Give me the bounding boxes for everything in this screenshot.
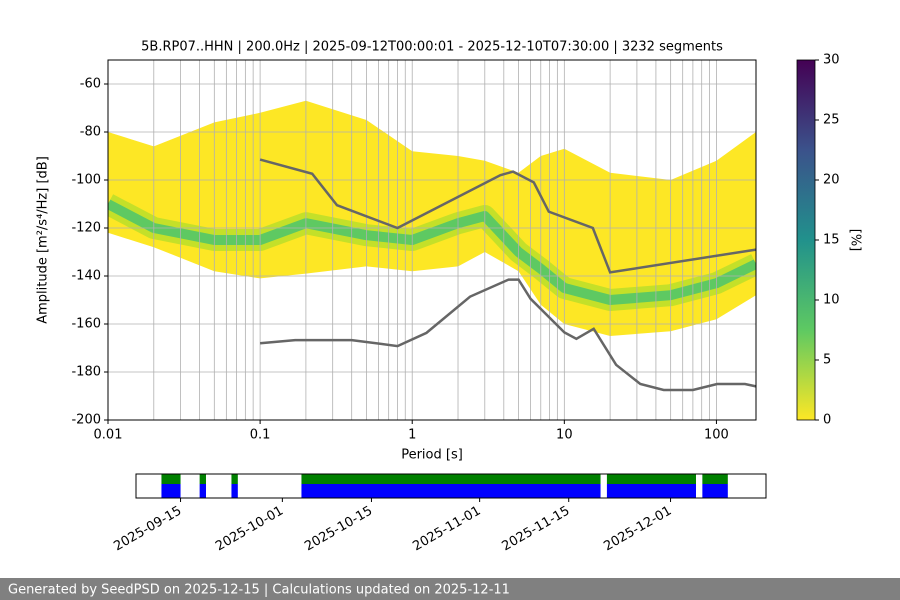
coverage-bar bbox=[199, 474, 206, 484]
coverage-bar bbox=[702, 474, 728, 484]
colorbar-tick-label: 25 bbox=[823, 113, 840, 128]
y-tick-label: -120 bbox=[71, 221, 101, 236]
y-tick-label: -180 bbox=[71, 365, 101, 380]
y-tick-label: -160 bbox=[71, 317, 101, 332]
coverage-bar bbox=[161, 474, 181, 484]
data-bar bbox=[231, 484, 238, 498]
x-tick-label: 2025-11-01 bbox=[410, 504, 483, 555]
density-mode bbox=[108, 199, 756, 305]
coverage-bar bbox=[231, 474, 238, 484]
data-bar bbox=[606, 484, 696, 498]
colorbar-tick-label: 0 bbox=[823, 413, 831, 428]
data-bar bbox=[199, 484, 206, 498]
x-tick-label: 0.01 bbox=[94, 428, 123, 443]
colorbar-label: [%] bbox=[848, 229, 863, 252]
data-bar bbox=[702, 484, 728, 498]
data-bar bbox=[161, 484, 181, 498]
x-tick-label: 2025-09-15 bbox=[111, 504, 184, 555]
model-line bbox=[259, 158, 757, 274]
x-tick-label: 2025-12-01 bbox=[601, 504, 674, 555]
footer-text: Generated by SeedPSD on 2025-12-15 | Cal… bbox=[8, 583, 510, 598]
colorbar-tick-label: 20 bbox=[823, 173, 840, 188]
colorbar-tick-label: 10 bbox=[823, 293, 840, 308]
colorbar bbox=[796, 59, 816, 421]
coverage-bar bbox=[301, 474, 601, 484]
x-tick-label: 2025-11-15 bbox=[500, 504, 573, 555]
colorbar-tick-label: 5 bbox=[823, 353, 831, 368]
y-axis-label: Amplitude [m²/s⁴/Hz] [dB] bbox=[36, 156, 51, 324]
coverage-bar bbox=[606, 474, 696, 484]
x-tick-label: 0.1 bbox=[250, 428, 271, 443]
x-tick-label: 10 bbox=[556, 428, 573, 443]
y-tick-label: -80 bbox=[80, 125, 101, 140]
x-tick-label: 100 bbox=[704, 428, 729, 443]
colorbar-tick-label: 30 bbox=[823, 53, 840, 68]
y-tick-label: -60 bbox=[80, 77, 101, 92]
y-tick-label: -140 bbox=[71, 269, 101, 284]
y-tick-label: -100 bbox=[71, 173, 101, 188]
model-line bbox=[259, 278, 757, 392]
timeline-frame bbox=[135, 473, 767, 499]
x-tick-label: 2025-10-15 bbox=[302, 504, 375, 555]
colorbar-tick-label: 15 bbox=[823, 233, 840, 248]
density-range bbox=[108, 100, 756, 336]
y-tick-label: -200 bbox=[71, 413, 101, 428]
footer-bar bbox=[0, 578, 900, 600]
x-tick-label: 2025-10-01 bbox=[213, 504, 286, 555]
x-tick-label: 1 bbox=[408, 428, 416, 443]
plot-frame bbox=[107, 59, 757, 421]
data-bar bbox=[301, 484, 601, 498]
chart-title: 5B.RP07..HHN | 200.0Hz | 2025-09-12T00:0… bbox=[141, 40, 723, 55]
x-axis-label: Period [s] bbox=[401, 448, 463, 463]
